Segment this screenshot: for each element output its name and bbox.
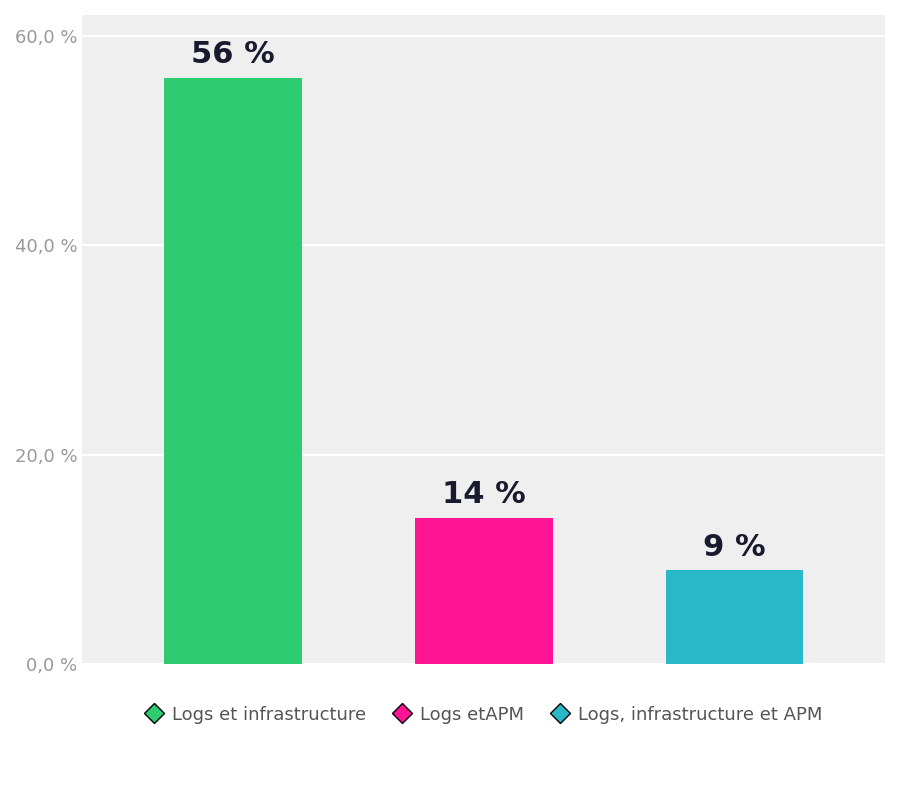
Bar (666, 570, 804, 664)
Text: 56 %: 56 % (191, 40, 274, 70)
Bar (415, 518, 553, 664)
Legend: Logs et infrastructure, Logs etAPM, Logs, infrastructure et APM: Logs et infrastructure, Logs etAPM, Logs… (136, 697, 832, 733)
Text: 14 %: 14 % (442, 480, 526, 509)
Bar (164, 78, 302, 664)
Text: 9 %: 9 % (703, 533, 766, 562)
